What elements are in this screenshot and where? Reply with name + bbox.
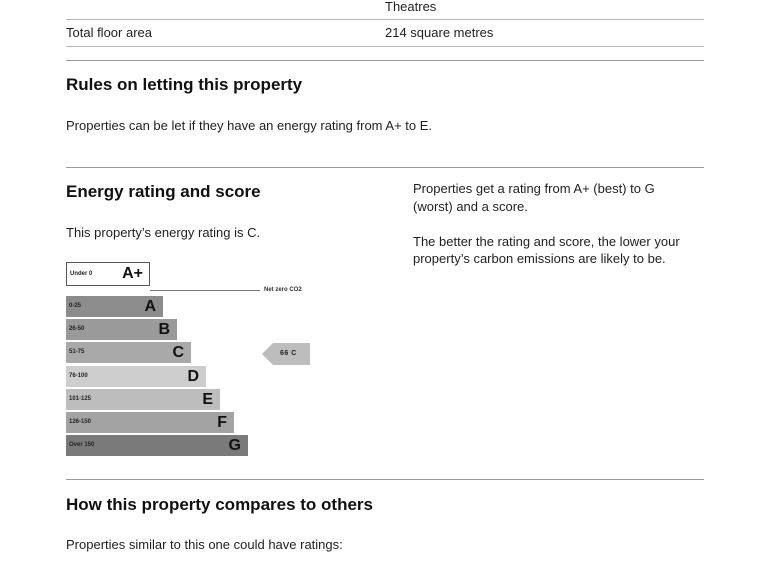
band-f: 126-150 F <box>66 412 234 433</box>
letting-heading: Rules on letting this property <box>66 75 303 94</box>
letting-text: Properties can be let if they have an en… <box>66 118 433 133</box>
band-f-letter: F <box>217 414 227 431</box>
floor-area-value: 214 square metres <box>385 25 494 40</box>
table-divider <box>66 19 704 20</box>
energy-info-line-3: The better the rating and score, the low… <box>413 234 680 249</box>
band-b: 26-50 B <box>66 319 177 340</box>
band-g-letter: G <box>228 437 241 454</box>
band-b-letter: B <box>158 321 170 338</box>
net-zero-line <box>150 290 260 291</box>
band-c-range: 51-75 <box>69 349 85 355</box>
band-d-letter: D <box>187 368 199 385</box>
current-rating-pointer: 66 C <box>262 343 310 365</box>
band-d: 76-100 D <box>66 366 206 387</box>
band-g: Over 150 G <box>66 435 248 456</box>
current-rating-label: 66 C <box>280 350 297 357</box>
compare-text: Properties similar to this one could hav… <box>66 537 343 552</box>
band-c: 51-75 C <box>66 342 191 363</box>
band-g-range: Over 150 <box>69 442 95 448</box>
band-b-range: 26-50 <box>69 326 85 332</box>
compare-heading: How this property compares to others <box>66 495 373 514</box>
band-d-range: 76-100 <box>69 373 88 379</box>
band-e-range: 101-125 <box>69 396 92 402</box>
band-e-letter: E <box>202 391 213 408</box>
band-c-letter: C <box>172 344 184 361</box>
band-a: 0-25 A <box>66 296 163 317</box>
energy-heading: Energy rating and score <box>66 182 261 201</box>
band-a-range: 0-25 <box>69 303 82 309</box>
table-divider <box>66 46 704 47</box>
energy-current-text: This property’s energy rating is C. <box>66 225 261 240</box>
net-zero-label: Net zero CO2 <box>264 287 302 293</box>
energy-info-line-1: Properties get a rating from A+ (best) t… <box>413 181 655 196</box>
band-aplus-range: Under 0 <box>70 271 93 277</box>
energy-info-line-4: property’s carbon emissions are likely t… <box>413 251 666 266</box>
floor-area-label: Total floor area <box>66 25 152 40</box>
band-e: 101-125 E <box>66 389 220 410</box>
band-f-range: 126-150 <box>69 419 92 425</box>
band-aplus-letter: A+ <box>122 265 143 282</box>
energy-info-line-2: (worst) and a score. <box>413 199 528 214</box>
section-divider <box>66 479 704 480</box>
section-divider <box>66 60 704 61</box>
band-aplus: Under 0 A+ <box>66 262 150 286</box>
table-cell-use-value: Theatres <box>385 0 437 14</box>
section-divider <box>66 167 704 168</box>
pointer-arrow-shape <box>262 343 310 365</box>
band-a-letter: A <box>144 298 156 315</box>
